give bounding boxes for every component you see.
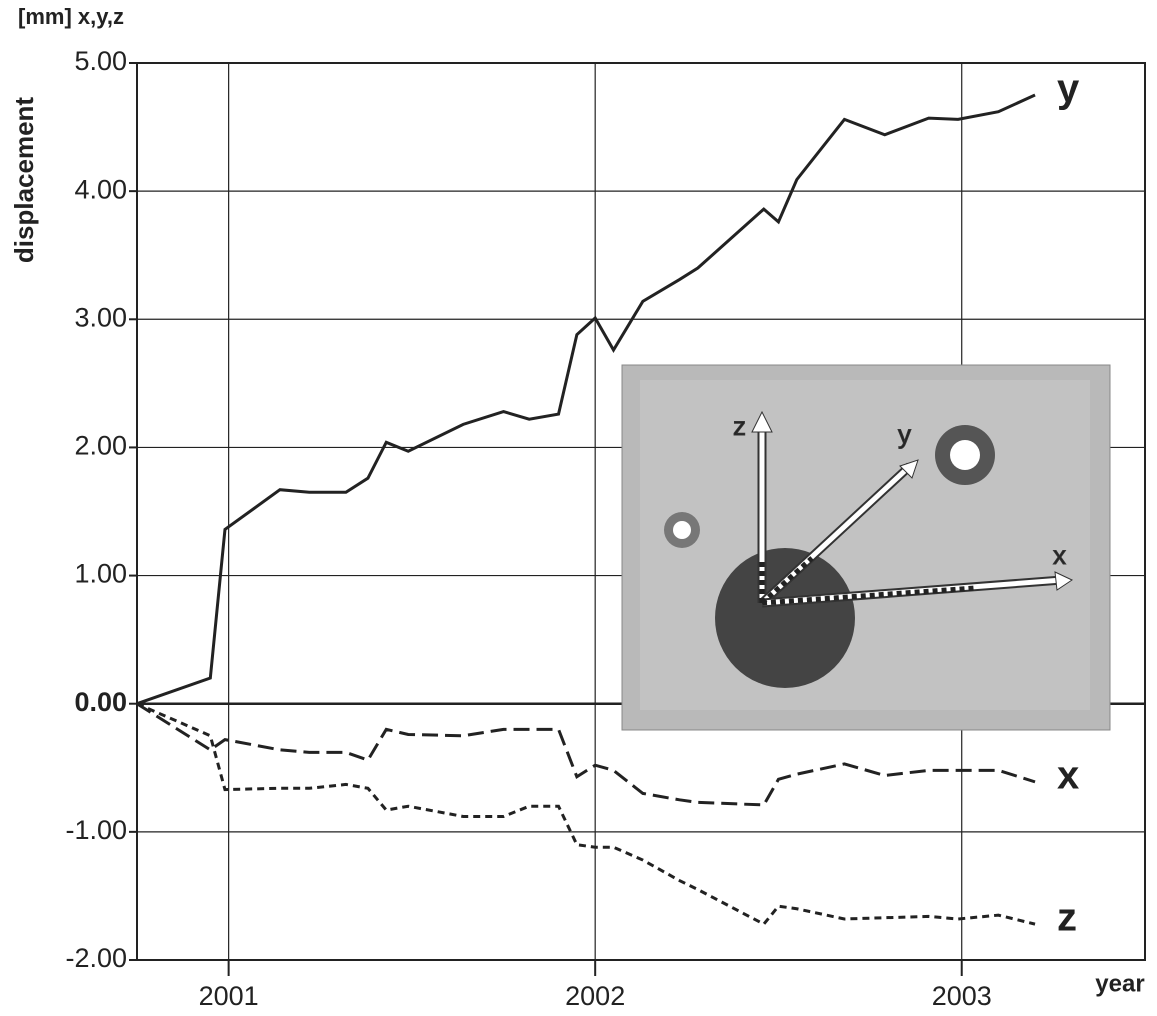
photo-target-center (673, 521, 691, 539)
y-tick-label: 1.00 (74, 559, 127, 589)
chart-title: [mm] x,y,z (18, 4, 124, 29)
y-tick-label: 4.00 (74, 174, 127, 204)
series-line (137, 704, 1035, 924)
y-tick-label: 0.00 (74, 687, 127, 717)
photo-target-center (950, 440, 980, 470)
chart: [mm] x,y,z displacement year -2.00 -1.00 0… (0, 0, 1157, 1016)
x-tick-label: 2001 (199, 981, 259, 1011)
x-tick-label: 2003 (932, 981, 992, 1011)
series-label: z (1057, 896, 1077, 940)
x-axis-label: year (1095, 970, 1144, 997)
y-axis-label: displacement (9, 97, 39, 264)
y-tick-label: 2.00 (74, 431, 127, 461)
photo-texture (640, 380, 1090, 710)
photo-inset: z y x (622, 365, 1110, 730)
y-tick-label: -2.00 (65, 943, 127, 973)
y-tick-label: 5.00 (74, 46, 127, 76)
inset-axis-label: z (733, 411, 746, 441)
inset-axis-label: x (1053, 540, 1066, 570)
inset-axis-label: y (898, 419, 911, 449)
series-label: x (1057, 753, 1079, 797)
x-tick-label: 2002 (565, 981, 625, 1011)
series-label: y (1057, 67, 1080, 111)
photo-hole (715, 548, 855, 688)
page: [mm] x,y,z displacement year -2.00 -1.00 0… (0, 0, 1157, 1016)
y-tick-label: -1.00 (65, 815, 127, 845)
y-tick-label: 3.00 (74, 302, 127, 332)
